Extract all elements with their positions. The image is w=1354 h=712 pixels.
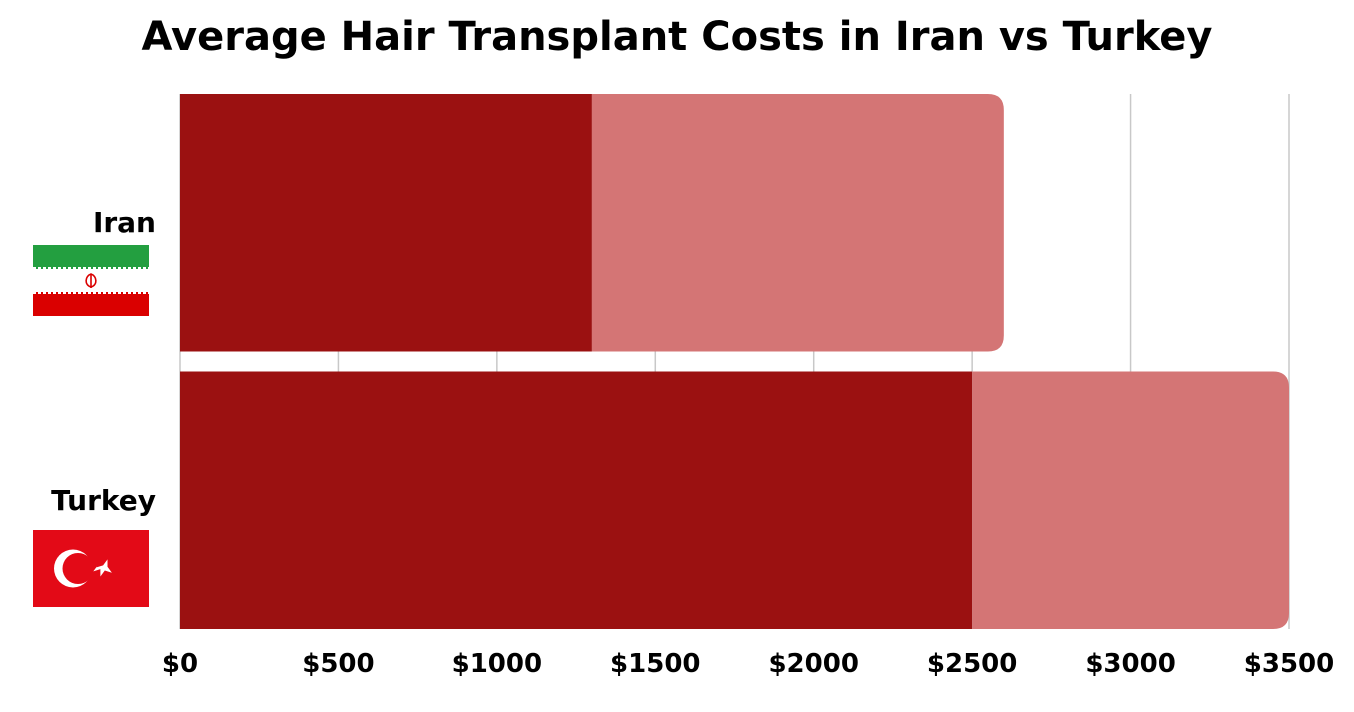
- x-tick-label: $2500: [927, 649, 1017, 679]
- bar-turkey-segment-2: [972, 371, 1289, 629]
- bar-iran-segment-1: [180, 94, 592, 352]
- category-label-iran: Iran: [93, 206, 156, 239]
- x-tick-label: $2000: [768, 649, 858, 679]
- chart-title: Average Hair Transplant Costs in Iran vs…: [141, 14, 1213, 60]
- bar-turkey-segment-1: [180, 371, 973, 629]
- bars: [180, 94, 1289, 629]
- turkey-flag-icon: [33, 530, 149, 607]
- category-label-turkey: Turkey: [51, 484, 156, 517]
- x-tick-label: $1000: [452, 649, 542, 679]
- x-tick-label: $3500: [1244, 649, 1334, 679]
- iran-flag-icon: [33, 245, 149, 316]
- x-tick-label: $1500: [610, 649, 700, 679]
- category-labels: Iran Turkey: [51, 206, 156, 517]
- bar-iran-segment-2: [591, 94, 1004, 352]
- x-tick-label: $500: [302, 649, 374, 679]
- x-axis-ticks: $0 $500 $1000 $1500 $2000 $2500 $3000 $3500: [162, 649, 1334, 679]
- x-tick-label: $0: [162, 649, 198, 679]
- x-tick-label: $3000: [1085, 649, 1175, 679]
